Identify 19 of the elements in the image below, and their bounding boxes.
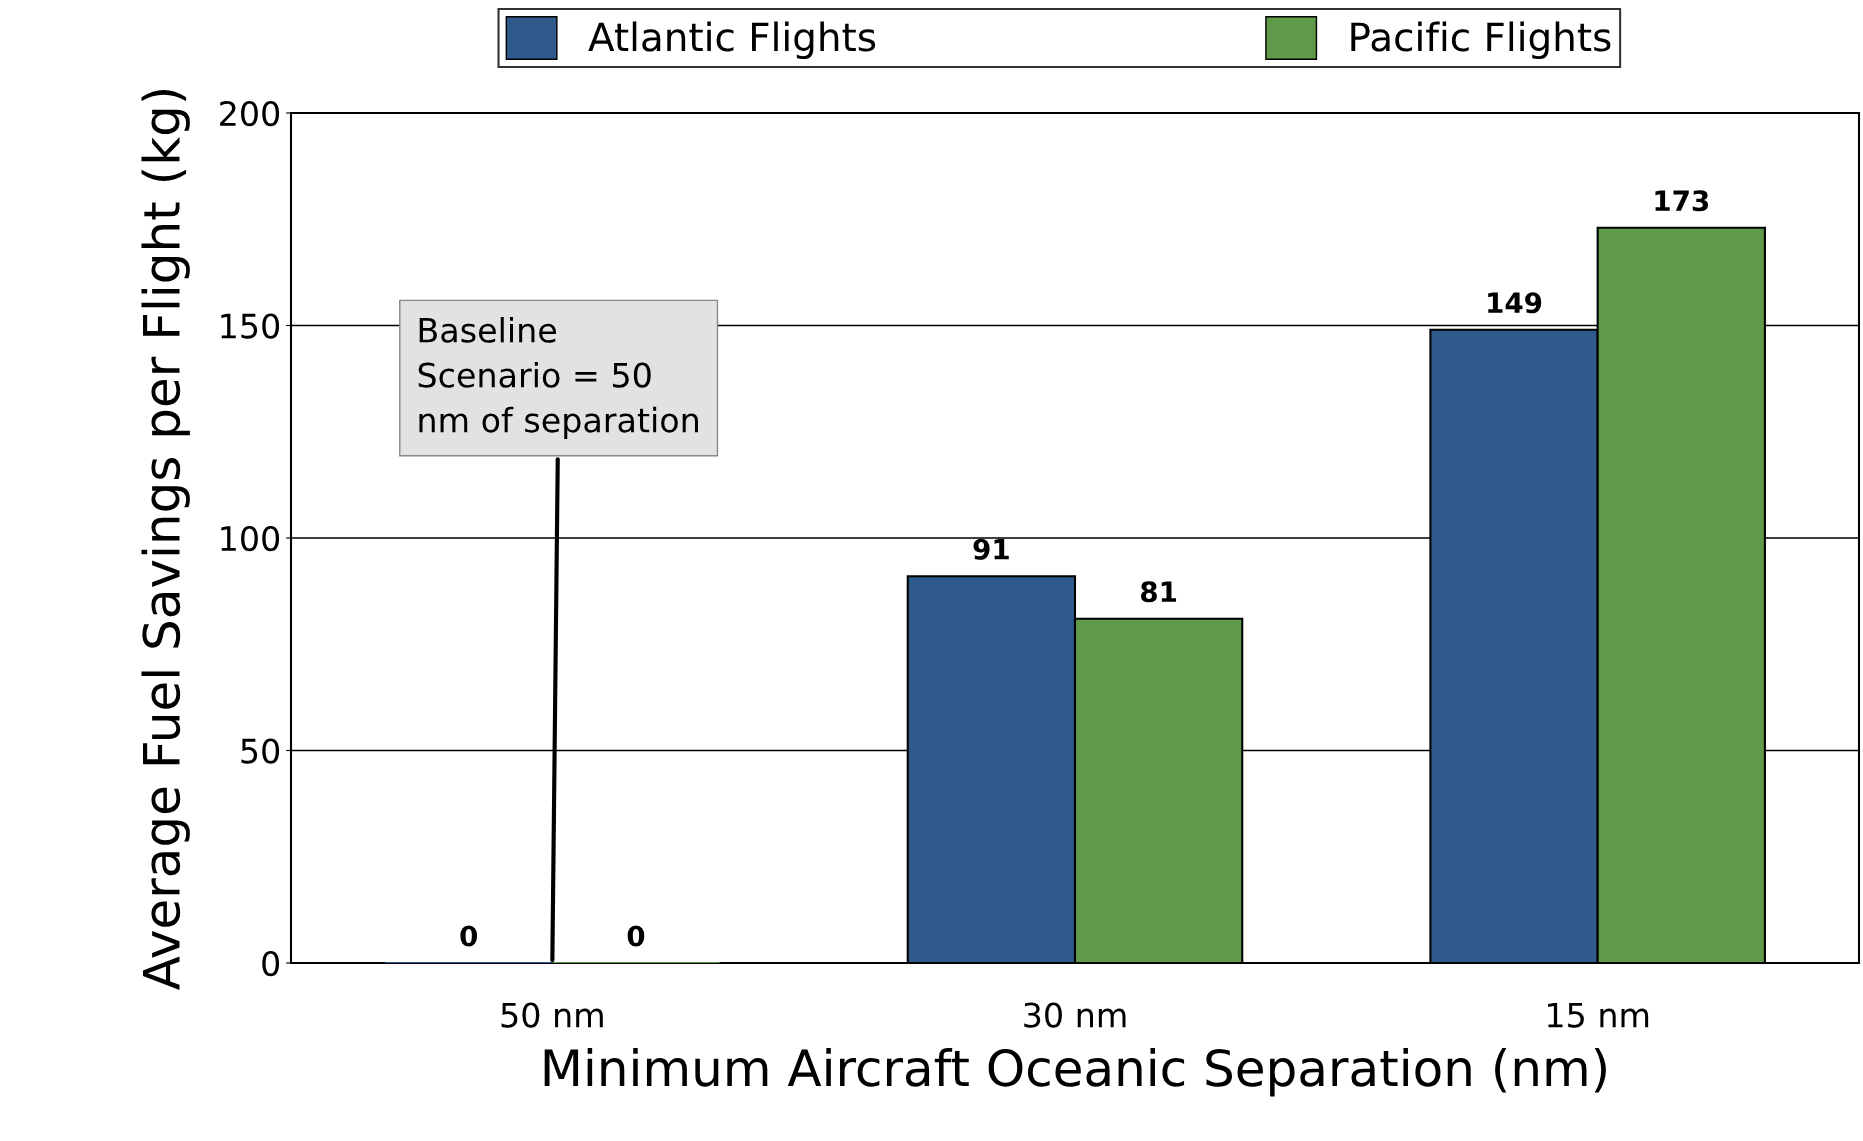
data-label: 149 xyxy=(1488,292,1542,314)
x-axis-title: Minimum Aircraft Oceanic Separation (nm) xyxy=(544,1048,1606,1097)
data-label: 81 xyxy=(1141,581,1177,603)
annotation: Baseline Scenario = 50 nm of separation xyxy=(418,317,698,440)
data-label: 91 xyxy=(973,538,1009,560)
y-tick-label: 0 xyxy=(262,950,280,977)
data-label: 0 xyxy=(627,925,645,947)
y-tick-label: 200 xyxy=(220,100,280,127)
x-tick-label: 15 nm xyxy=(1548,1002,1649,1028)
legend-label: Atlantic Flights xyxy=(588,21,876,60)
data-label: 0 xyxy=(460,925,478,947)
y-tick-label: 150 xyxy=(221,313,280,339)
legend-label: Pacific Flights xyxy=(1351,21,1611,60)
data-label: 173 xyxy=(1655,190,1709,212)
y-tick-label: 100 xyxy=(221,525,280,552)
x-tick-label: 30 nm xyxy=(1024,1002,1126,1028)
x-tick-label: 50 nm xyxy=(501,1002,603,1028)
y-axis-title: Average Fuel Savings per Flight (kg) xyxy=(141,89,190,991)
y-tick-label: 50 xyxy=(241,738,280,764)
